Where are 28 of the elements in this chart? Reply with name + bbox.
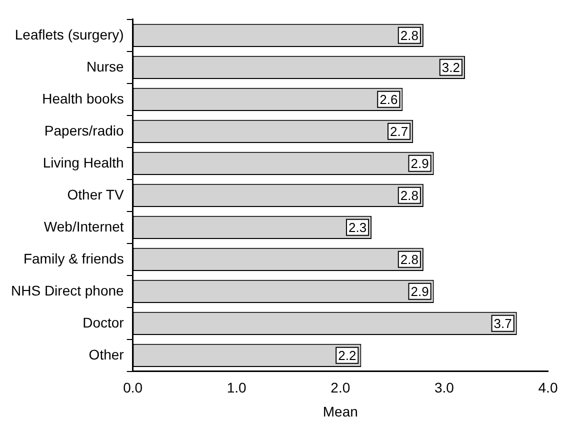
y-tick-label: Nurse bbox=[86, 58, 124, 74]
y-tick-label: Health books bbox=[42, 90, 124, 106]
data-label: 2.2 bbox=[338, 348, 356, 363]
data-label: 3.2 bbox=[442, 60, 460, 75]
y-tick-label: Web/Internet bbox=[44, 218, 124, 234]
y-tick-label: Other bbox=[88, 346, 124, 362]
y-tick-label: Leaflets (surgery) bbox=[14, 26, 124, 42]
data-label: 2.3 bbox=[348, 220, 367, 235]
data-label: 2.8 bbox=[400, 252, 418, 267]
x-axis-title: Mean bbox=[322, 403, 358, 420]
data-label: 2.9 bbox=[410, 156, 429, 171]
y-tick-label: NHS Direct phone bbox=[11, 282, 124, 298]
x-tick-label: 3.0 bbox=[434, 380, 454, 396]
data-label: 2.7 bbox=[390, 124, 408, 139]
y-tick-label: Family & friends bbox=[23, 250, 124, 266]
x-tick-label: 1.0 bbox=[226, 380, 247, 396]
data-label: 2.8 bbox=[400, 28, 418, 43]
x-tick-label: 2.0 bbox=[330, 380, 350, 396]
x-tick-label: 4.0 bbox=[538, 380, 558, 396]
y-tick-label: Papers/radio bbox=[44, 122, 124, 138]
data-label: 2.9 bbox=[410, 284, 429, 299]
y-tick-label: Living Health bbox=[42, 154, 124, 170]
data-label: 2.8 bbox=[400, 188, 418, 203]
data-label: 3.7 bbox=[494, 316, 512, 331]
y-tick-label: Doctor bbox=[82, 314, 124, 330]
x-tick-label: 0.0 bbox=[123, 380, 143, 396]
data-label: 2.6 bbox=[380, 92, 398, 107]
y-tick-label: Other TV bbox=[67, 186, 124, 202]
